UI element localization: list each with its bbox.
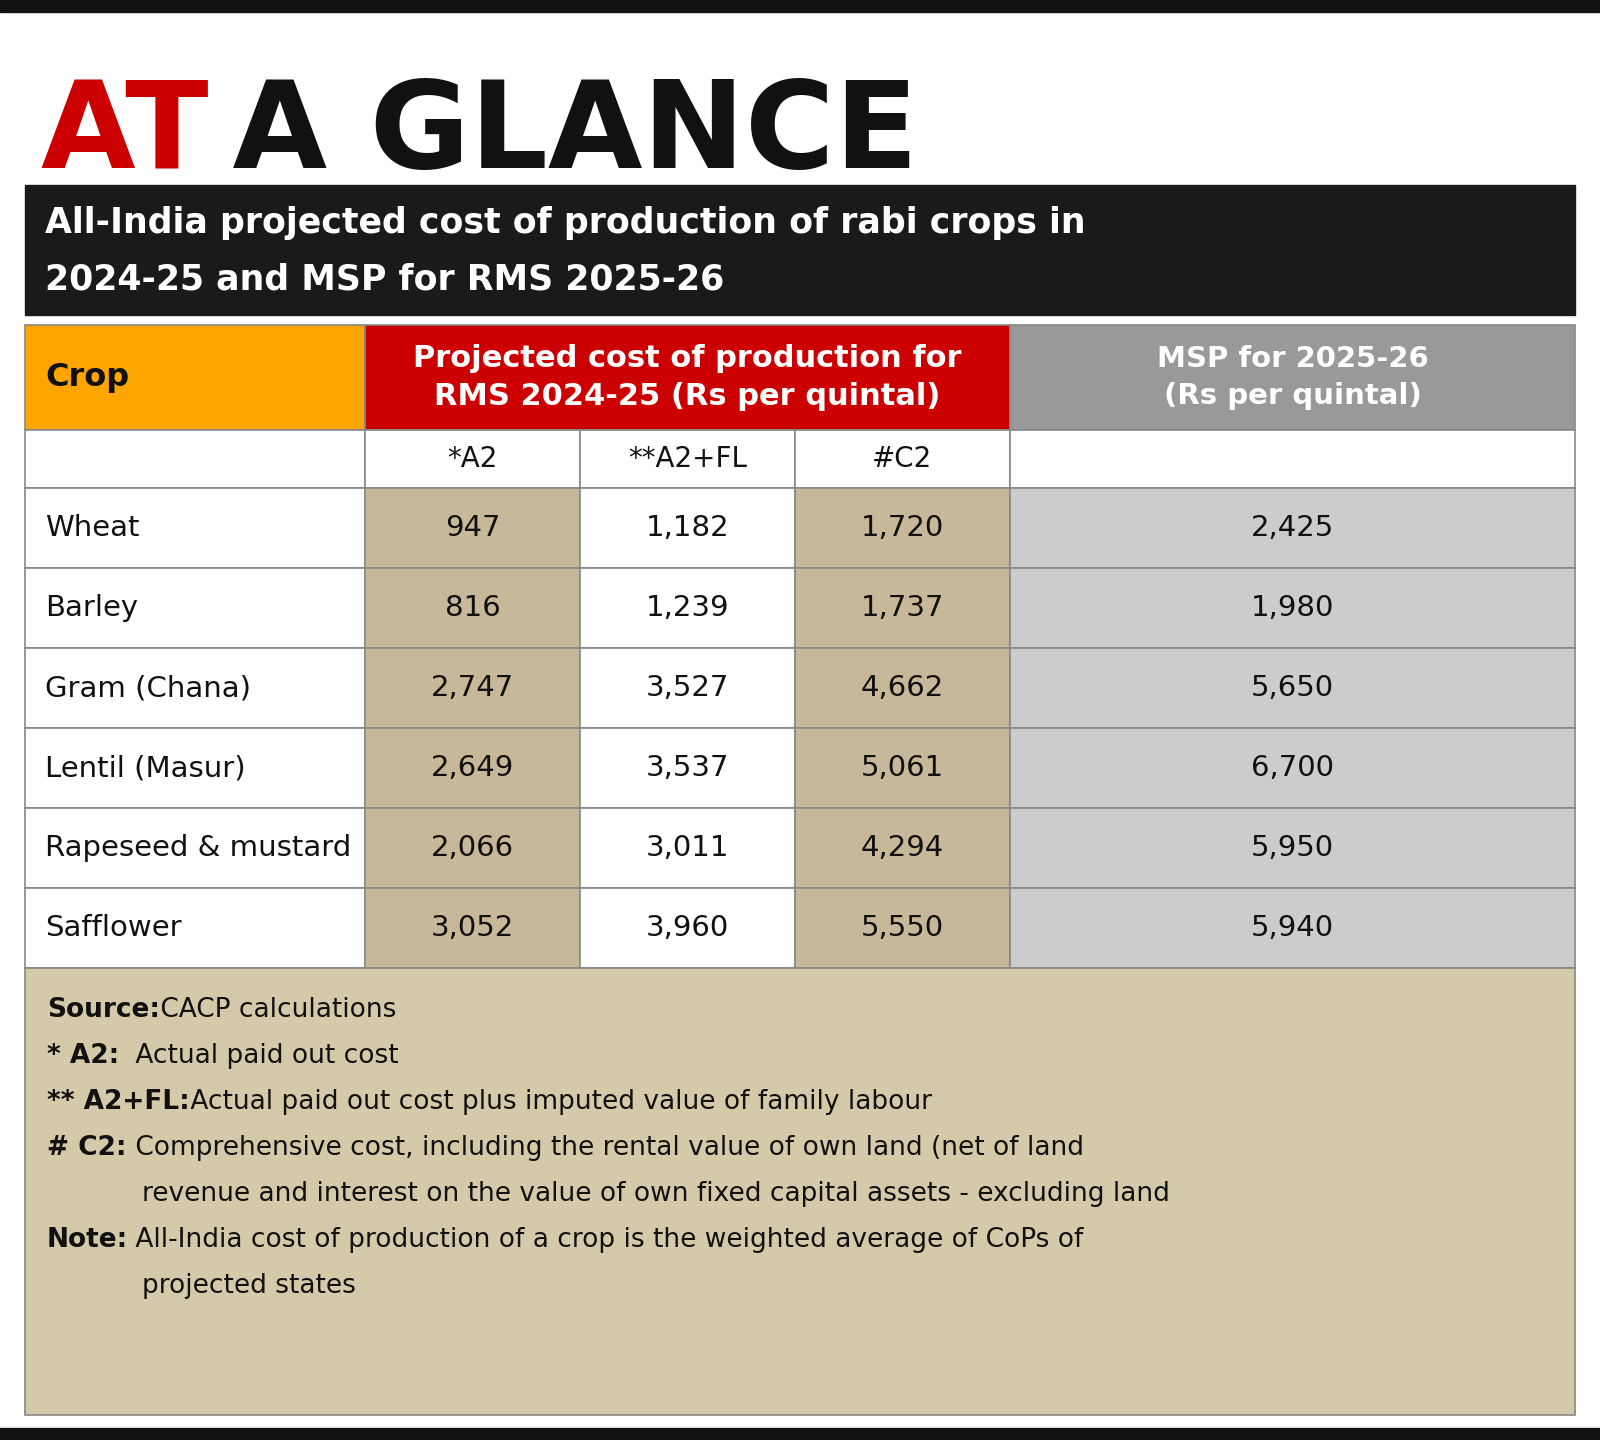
Bar <box>795 888 1010 968</box>
Bar <box>365 888 579 968</box>
Text: Actual paid out cost plus imputed value of family labour: Actual paid out cost plus imputed value … <box>182 1089 931 1115</box>
Text: Safflower: Safflower <box>45 914 182 942</box>
Bar <box>365 431 579 488</box>
Text: projected states: projected states <box>142 1273 355 1299</box>
Bar <box>579 488 795 567</box>
Text: MSP for 2025-26
(Rs per quintal): MSP for 2025-26 (Rs per quintal) <box>1157 346 1429 410</box>
Text: Actual paid out cost: Actual paid out cost <box>126 1043 398 1068</box>
Text: Lentil (Masur): Lentil (Masur) <box>45 755 246 782</box>
Text: 2,066: 2,066 <box>430 834 514 863</box>
Bar <box>579 648 795 729</box>
Text: # C2:: # C2: <box>46 1135 126 1161</box>
Bar <box>579 808 795 888</box>
Bar <box>795 729 1010 808</box>
Text: Source:: Source: <box>46 996 160 1022</box>
Bar <box>795 808 1010 888</box>
Text: 4,662: 4,662 <box>861 674 944 701</box>
Bar <box>1010 808 1574 888</box>
Text: All-India cost of production of a crop is the weighted average of CoPs of: All-India cost of production of a crop i… <box>126 1227 1083 1253</box>
Text: 1,239: 1,239 <box>646 593 730 622</box>
Text: 947: 947 <box>445 514 501 541</box>
Bar <box>26 325 365 431</box>
Bar <box>365 325 1010 431</box>
Bar <box>365 648 579 729</box>
Bar <box>1010 567 1574 648</box>
Text: 6,700: 6,700 <box>1251 755 1334 782</box>
Bar <box>795 488 1010 567</box>
Text: 1,720: 1,720 <box>861 514 944 541</box>
Bar <box>579 729 795 808</box>
Text: Note:: Note: <box>46 1227 128 1253</box>
Text: 2,649: 2,649 <box>430 755 514 782</box>
Bar <box>579 888 795 968</box>
Text: revenue and interest on the value of own fixed capital assets - excluding land: revenue and interest on the value of own… <box>142 1181 1170 1207</box>
Bar <box>579 431 795 488</box>
Bar <box>365 808 579 888</box>
Text: * A2:: * A2: <box>46 1043 120 1068</box>
Bar <box>1010 648 1574 729</box>
Text: 4,294: 4,294 <box>861 834 944 863</box>
Bar <box>365 729 579 808</box>
Text: 1,980: 1,980 <box>1251 593 1334 622</box>
Bar <box>26 431 365 488</box>
Text: 1,182: 1,182 <box>646 514 730 541</box>
Text: 3,052: 3,052 <box>430 914 514 942</box>
Bar <box>26 184 1574 315</box>
Bar <box>26 567 365 648</box>
Text: Crop: Crop <box>45 361 130 393</box>
Bar <box>579 567 795 648</box>
Text: Barley: Barley <box>45 593 138 622</box>
Bar <box>26 648 365 729</box>
Text: A GLANCE: A GLANCE <box>190 76 918 193</box>
Text: All-India projected cost of production of rabi crops in: All-India projected cost of production o… <box>45 206 1086 240</box>
Bar <box>0 0 1600 12</box>
Text: Comprehensive cost, including the rental value of own land (net of land: Comprehensive cost, including the rental… <box>126 1135 1085 1161</box>
Text: 5,550: 5,550 <box>861 914 944 942</box>
Text: Gram (Chana): Gram (Chana) <box>45 674 251 701</box>
Text: 816: 816 <box>445 593 501 622</box>
Text: AT: AT <box>40 76 208 193</box>
Text: 5,940: 5,940 <box>1251 914 1334 942</box>
Text: 5,950: 5,950 <box>1251 834 1334 863</box>
Bar <box>0 1428 1600 1440</box>
Text: 3,011: 3,011 <box>646 834 730 863</box>
Bar <box>26 488 365 567</box>
Text: Rapeseed & mustard: Rapeseed & mustard <box>45 834 352 863</box>
Bar <box>1010 431 1574 488</box>
Text: 3,527: 3,527 <box>646 674 730 701</box>
Text: 1,737: 1,737 <box>861 593 944 622</box>
Text: 2,747: 2,747 <box>430 674 514 701</box>
Text: 3,960: 3,960 <box>646 914 730 942</box>
Text: 3,537: 3,537 <box>646 755 730 782</box>
Text: **A2+FL: **A2+FL <box>627 445 747 472</box>
Bar <box>1010 325 1574 431</box>
Text: ** A2+FL:: ** A2+FL: <box>46 1089 190 1115</box>
Bar <box>1010 888 1574 968</box>
Text: 2,425: 2,425 <box>1251 514 1334 541</box>
Bar <box>1010 488 1574 567</box>
Bar <box>26 729 365 808</box>
Bar <box>795 648 1010 729</box>
Bar <box>365 488 579 567</box>
Bar <box>795 431 1010 488</box>
Bar <box>26 888 365 968</box>
Bar <box>795 567 1010 648</box>
Text: CACP calculations: CACP calculations <box>152 996 397 1022</box>
Bar <box>26 968 1574 1416</box>
Bar <box>26 808 365 888</box>
Bar <box>365 567 579 648</box>
Text: *A2: *A2 <box>448 445 498 472</box>
Text: 5,061: 5,061 <box>861 755 944 782</box>
Text: Wheat: Wheat <box>45 514 139 541</box>
Text: 2024-25 and MSP for RMS 2025-26: 2024-25 and MSP for RMS 2025-26 <box>45 264 725 297</box>
Text: 5,650: 5,650 <box>1251 674 1334 701</box>
Bar <box>1010 729 1574 808</box>
Text: Projected cost of production for
RMS 2024-25 (Rs per quintal): Projected cost of production for RMS 202… <box>413 344 962 410</box>
Text: #C2: #C2 <box>872 445 933 472</box>
